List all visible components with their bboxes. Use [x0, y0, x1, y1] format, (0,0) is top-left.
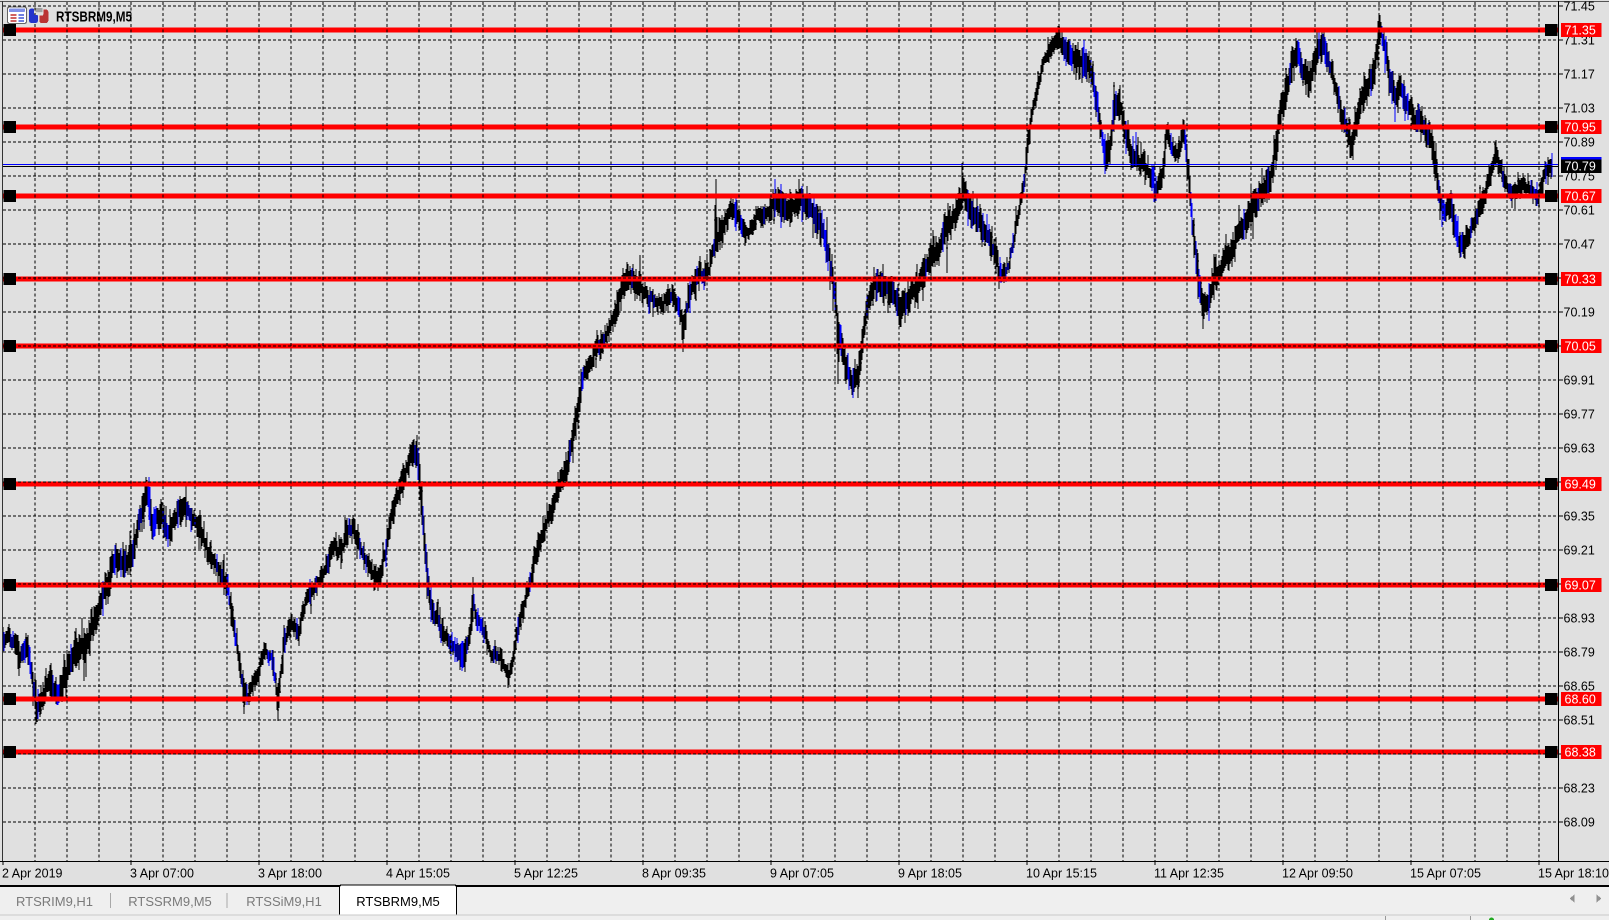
svg-text:2 Apr 2019: 2 Apr 2019 [2, 867, 63, 881]
svg-text:70.61: 70.61 [1564, 204, 1595, 218]
svg-text:69.35: 69.35 [1564, 509, 1595, 523]
svg-text:70.05: 70.05 [1565, 340, 1596, 354]
svg-text:70.79: 70.79 [1565, 160, 1596, 174]
svg-text:70.19: 70.19 [1564, 305, 1595, 319]
svg-text:RTSBRM9,M5: RTSBRM9,M5 [56, 8, 132, 25]
svg-text:15 Apr 07:05: 15 Apr 07:05 [1410, 867, 1481, 881]
svg-text:RTSBRM9,M5: RTSBRM9,M5 [356, 894, 440, 909]
svg-text:71.03: 71.03 [1564, 102, 1595, 116]
svg-text:69.49: 69.49 [1565, 478, 1596, 492]
svg-text:69.91: 69.91 [1564, 373, 1595, 387]
svg-text:3 Apr 18:00: 3 Apr 18:00 [258, 867, 322, 881]
svg-text:68.23: 68.23 [1564, 781, 1595, 795]
svg-text:70.67: 70.67 [1565, 190, 1596, 204]
svg-text:69.63: 69.63 [1564, 441, 1595, 455]
svg-text:11 Apr 12:35: 11 Apr 12:35 [1154, 867, 1224, 881]
svg-text:68.93: 68.93 [1564, 611, 1595, 625]
svg-text:3 Apr 07:00: 3 Apr 07:00 [130, 867, 194, 881]
svg-text:4 Apr 15:05: 4 Apr 15:05 [386, 867, 450, 881]
svg-text:69.21: 69.21 [1564, 543, 1595, 557]
svg-text:RTSSRM9,M5: RTSSRM9,M5 [128, 894, 212, 909]
svg-text:70.95: 70.95 [1565, 121, 1596, 135]
svg-text:70.33: 70.33 [1565, 273, 1596, 287]
svg-text:68.65: 68.65 [1564, 679, 1595, 693]
svg-text:70.89: 70.89 [1564, 136, 1595, 150]
svg-text:69.07: 69.07 [1565, 579, 1596, 593]
svg-text:68.60: 68.60 [1565, 693, 1596, 707]
svg-text:69.77: 69.77 [1564, 407, 1595, 421]
svg-text:68.09: 68.09 [1564, 815, 1595, 829]
svg-text:12 Apr 09:50: 12 Apr 09:50 [1282, 867, 1353, 881]
svg-text:RTSRIM9,H1: RTSRIM9,H1 [16, 894, 93, 909]
svg-text:10 Apr 15:15: 10 Apr 15:15 [1026, 867, 1097, 881]
svg-text:9 Apr 18:05: 9 Apr 18:05 [898, 867, 962, 881]
svg-text:9 Apr 07:05: 9 Apr 07:05 [770, 867, 834, 881]
svg-text:5 Apr 12:25: 5 Apr 12:25 [514, 867, 578, 881]
svg-text:68.51: 68.51 [1564, 713, 1595, 727]
svg-text:71.35: 71.35 [1565, 24, 1596, 38]
svg-text:RTSSiM9,H1: RTSSiM9,H1 [246, 894, 322, 909]
svg-text:71.17: 71.17 [1564, 68, 1595, 82]
svg-text:68.79: 68.79 [1564, 645, 1595, 659]
svg-text:15 Apr 18:10: 15 Apr 18:10 [1538, 867, 1609, 881]
svg-text:68.38: 68.38 [1565, 746, 1596, 760]
svg-text:70.47: 70.47 [1564, 237, 1595, 251]
svg-text:8 Apr 09:35: 8 Apr 09:35 [642, 867, 706, 881]
svg-text:71.45: 71.45 [1564, 0, 1595, 14]
